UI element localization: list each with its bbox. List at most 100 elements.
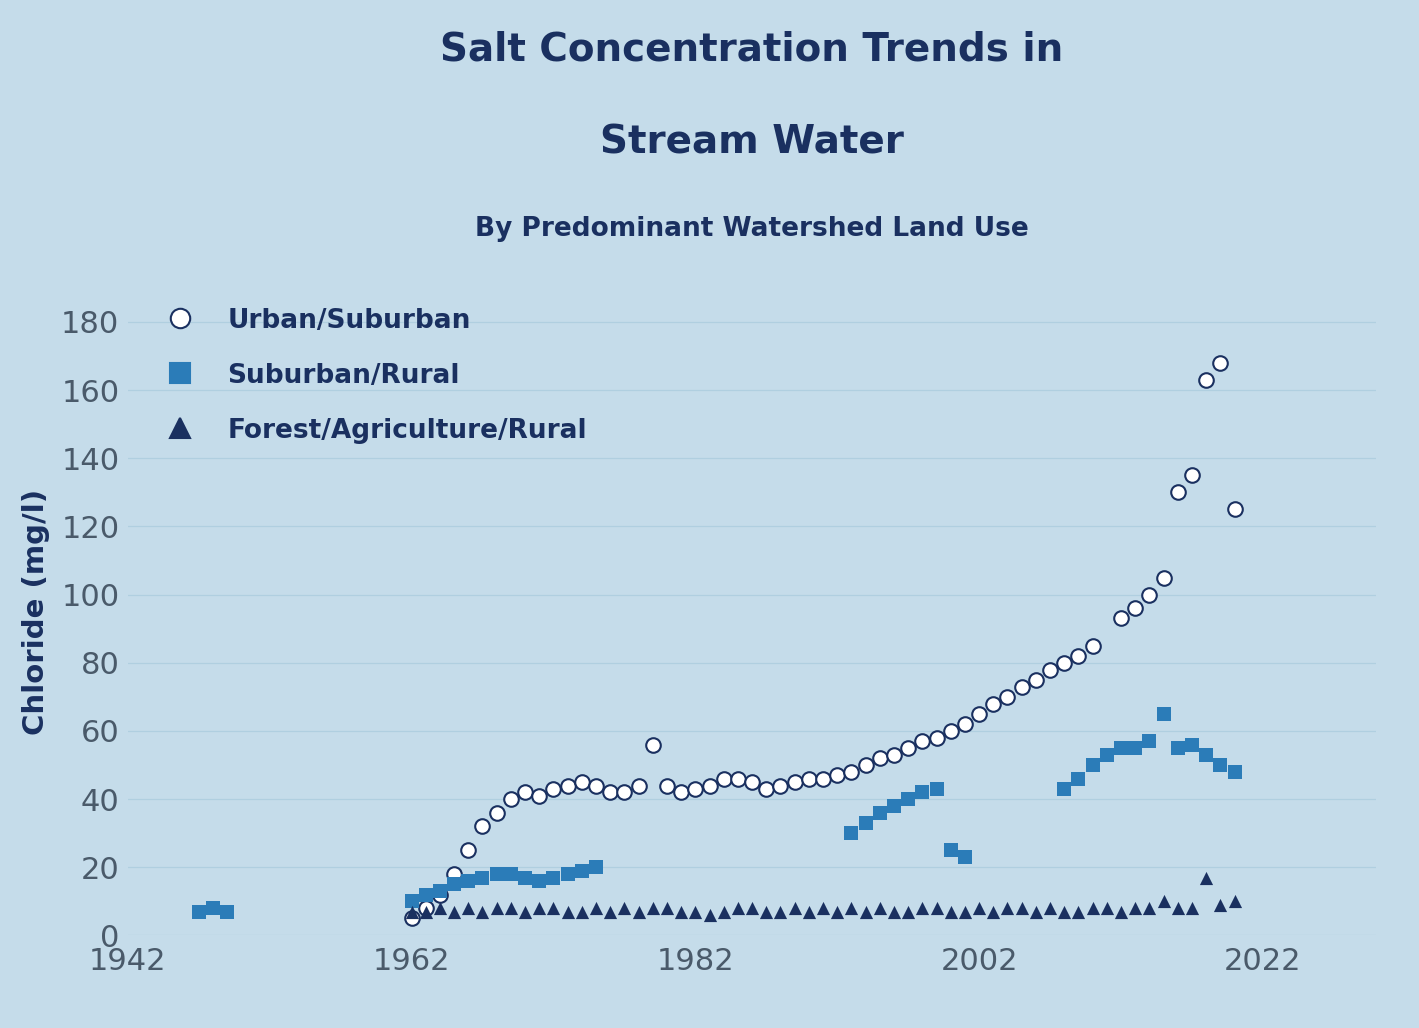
Point <box>996 689 1019 705</box>
Point <box>514 784 536 801</box>
Point <box>883 904 905 920</box>
Point <box>1181 736 1203 752</box>
Point <box>741 900 763 916</box>
Point <box>1166 900 1189 916</box>
Point <box>684 780 707 797</box>
Point <box>1110 611 1132 627</box>
Point <box>485 805 508 821</box>
Point <box>1138 900 1161 916</box>
Point <box>897 740 920 757</box>
Point <box>911 784 934 801</box>
Point <box>1095 746 1118 763</box>
Point <box>954 715 976 732</box>
Point <box>769 777 792 794</box>
Point <box>599 784 622 801</box>
Point <box>783 900 806 916</box>
Point <box>585 859 607 876</box>
Point <box>982 696 1005 712</box>
Point <box>613 900 636 916</box>
Point <box>471 818 494 835</box>
Y-axis label: Chloride (mg/l): Chloride (mg/l) <box>23 488 50 735</box>
Point <box>712 770 735 786</box>
Point <box>727 770 749 786</box>
Point <box>783 774 806 791</box>
Point <box>1166 740 1189 757</box>
Point <box>443 876 465 892</box>
Point <box>911 900 934 916</box>
Point <box>485 866 508 882</box>
Point <box>1124 900 1147 916</box>
Point <box>201 900 224 916</box>
Point <box>570 774 593 791</box>
Point <box>968 900 990 916</box>
Point <box>585 900 607 916</box>
Point <box>854 757 877 773</box>
Point <box>840 900 863 916</box>
Point <box>1039 661 1061 677</box>
Point <box>670 784 692 801</box>
Point <box>826 767 849 783</box>
Point <box>727 900 749 916</box>
Point <box>656 777 678 794</box>
Point <box>968 705 990 722</box>
Point <box>1053 655 1076 671</box>
Point <box>400 904 423 920</box>
Point <box>840 825 863 842</box>
Point <box>443 866 465 882</box>
Point <box>556 904 579 920</box>
Point <box>939 723 962 739</box>
Point <box>1110 740 1132 757</box>
Legend: Urban/Suburban, Suburban/Rural, Forest/Agriculture/Rural: Urban/Suburban, Suburban/Rural, Forest/A… <box>153 307 587 443</box>
Point <box>897 904 920 920</box>
Point <box>414 900 437 916</box>
Point <box>499 791 522 807</box>
Point <box>812 770 834 786</box>
Point <box>883 746 905 763</box>
Point <box>429 886 451 903</box>
Point <box>1124 600 1147 617</box>
Point <box>429 883 451 900</box>
Point <box>1067 770 1090 786</box>
Point <box>514 870 536 886</box>
Point <box>797 770 820 786</box>
Text: Stream Water: Stream Water <box>600 123 904 161</box>
Point <box>414 886 437 903</box>
Point <box>471 870 494 886</box>
Point <box>1152 705 1175 722</box>
Point <box>641 900 664 916</box>
Point <box>684 904 707 920</box>
Point <box>939 842 962 858</box>
Point <box>556 777 579 794</box>
Point <box>1195 870 1218 886</box>
Point <box>925 780 948 797</box>
Point <box>400 893 423 910</box>
Point <box>457 900 480 916</box>
Point <box>1095 900 1118 916</box>
Point <box>570 862 593 879</box>
Point <box>656 900 678 916</box>
Point <box>585 777 607 794</box>
Point <box>1223 502 1246 518</box>
Point <box>698 907 721 923</box>
Point <box>1067 904 1090 920</box>
Point <box>797 904 820 920</box>
Point <box>1223 764 1246 780</box>
Point <box>514 904 536 920</box>
Point <box>911 733 934 749</box>
Point <box>1110 904 1132 920</box>
Point <box>897 791 920 807</box>
Point <box>712 904 735 920</box>
Point <box>1081 637 1104 654</box>
Point <box>1067 648 1090 664</box>
Point <box>1209 355 1232 371</box>
Point <box>1081 900 1104 916</box>
Point <box>698 777 721 794</box>
Point <box>443 904 465 920</box>
Point <box>1181 900 1203 916</box>
Point <box>1209 757 1232 773</box>
Point <box>1181 467 1203 483</box>
Point <box>1081 757 1104 773</box>
Point <box>528 900 551 916</box>
Point <box>499 866 522 882</box>
Point <box>1138 733 1161 749</box>
